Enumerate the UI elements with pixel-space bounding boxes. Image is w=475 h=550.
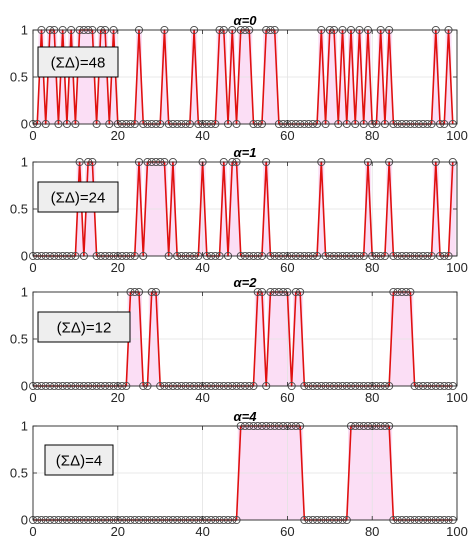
x-tick-label: 0: [29, 524, 36, 539]
x-tick-label: 20: [111, 524, 125, 539]
x-tick-label: 80: [365, 260, 379, 275]
subplot-title: α=0: [234, 13, 258, 28]
x-tick-label: 80: [365, 524, 379, 539]
annotation-box: [37, 181, 119, 213]
y-tick-label: 0.5: [10, 202, 28, 217]
annotation-text: (ΣΔ)=24: [51, 190, 106, 207]
x-tick-label: 20: [111, 128, 125, 143]
x-tick-label: 100: [446, 524, 468, 539]
x-tick-label: 40: [195, 524, 209, 539]
subplot-2: 0 20 40 60 80 100 0 0.5 1 α=1 (ΣΔ)=24: [10, 145, 468, 275]
x-tick-label: 60: [280, 128, 294, 143]
subplot-title: α=2: [234, 275, 258, 290]
x-tick-label: 80: [365, 390, 379, 405]
y-tick-label: 0: [21, 249, 28, 264]
x-tick-label: 40: [195, 128, 209, 143]
x-tick-label: 20: [111, 260, 125, 275]
x-tick-label: 100: [446, 260, 468, 275]
y-tick-label: 0: [21, 117, 28, 132]
subplot-4: 0 20 40 60 80 100 0 0.5 1 α=4 (ΣΔ)=4: [10, 409, 468, 539]
y-tick-label: 0.5: [10, 332, 28, 347]
y-tick-label: 0.5: [10, 466, 28, 481]
annotation-text: (ΣΔ)=12: [57, 320, 112, 337]
annotation-box: [44, 444, 114, 476]
x-tick-label: 0: [29, 260, 36, 275]
x-tick-label: 100: [446, 390, 468, 405]
y-tick-label: 0.5: [10, 70, 28, 85]
y-tick-label: 0: [21, 379, 28, 394]
x-tick-label: 60: [280, 390, 294, 405]
annotation-box: [37, 46, 119, 78]
x-tick-label: 60: [280, 524, 294, 539]
y-tick-label: 1: [21, 285, 28, 300]
x-tick-label: 0: [29, 128, 36, 143]
x-tick-label: 40: [195, 260, 209, 275]
subplot-1: 0 20 40 60 80 100 0 0.5 1 α=0 (ΣΔ)=48: [10, 13, 468, 143]
annotation-box: [37, 311, 131, 343]
x-tick-label: 40: [195, 390, 209, 405]
y-tick-label: 1: [21, 419, 28, 434]
x-tick-label: 80: [365, 128, 379, 143]
y-tick-label: 1: [21, 155, 28, 170]
annotation-text: (ΣΔ)=48: [51, 55, 106, 72]
subplot-title: α=1: [234, 145, 257, 160]
x-tick-label: 0: [29, 390, 36, 405]
subplot-title: α=4: [234, 409, 258, 424]
subplot-3: 0 20 40 60 80 100 0 0.5 1 α=2 (ΣΔ)=12: [10, 275, 468, 405]
x-tick-label: 60: [280, 260, 294, 275]
y-tick-label: 1: [21, 23, 28, 38]
x-tick-label: 100: [446, 128, 468, 143]
x-tick-label: 20: [111, 390, 125, 405]
annotation-text: (ΣΔ)=4: [56, 453, 102, 470]
y-tick-label: 0: [21, 513, 28, 528]
